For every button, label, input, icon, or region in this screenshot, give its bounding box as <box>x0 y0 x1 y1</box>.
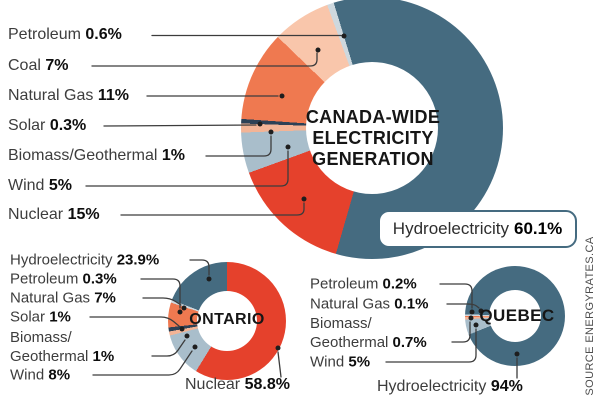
quebec-label-petroleum: Petroleum 0.2% <box>310 275 417 293</box>
ontario-label-biomass: Biomass/Geothermal 1% <box>10 328 115 365</box>
canada-center-title: CANADA-WIDE ELECTRICITY GENERATION <box>305 106 441 169</box>
ontario-label-natural_gas: Natural Gas 7% <box>10 289 116 307</box>
quebec-center-title: QUEBEC <box>479 306 555 325</box>
canada-label-petroleum: Petroleum 0.6% <box>8 26 122 43</box>
canada-label-natural_gas: Natural Gas 11% <box>8 87 129 104</box>
canada-donut-hole <box>306 62 438 194</box>
quebec-donut-hole <box>489 290 541 342</box>
ontario-label-solar: Solar 1% <box>10 308 71 326</box>
canada-label-biomass: Biomass/Geothermal 1% <box>8 147 185 164</box>
callout-label: Hydroelectricity <box>392 219 509 238</box>
quebec-label-wind: Wind 5% <box>310 353 371 371</box>
hydroelectricity-callout: Hydroelectricity 60.1% <box>378 210 577 248</box>
canada-label-solar: Solar 0.3% <box>8 117 87 134</box>
ontario-center-title: ONTARIO <box>189 311 265 328</box>
ontario-label-petroleum: Petroleum 0.3% <box>10 270 117 288</box>
ontario-label-wind: Wind 8% <box>10 366 71 384</box>
quebec-label-hydro: Hydroelectricity 94% <box>377 378 523 395</box>
canada-label-nuclear: Nuclear 15% <box>8 206 100 223</box>
quebec-label-natural_gas: Natural Gas 0.1% <box>310 295 429 313</box>
leader-line-ontario-solar <box>89 316 180 327</box>
ontario-donut-hole <box>197 291 257 351</box>
source-credit: SOURCE ENERGYRATES.CA <box>584 236 596 396</box>
ontario-label-nuclear: Nuclear 58.8% <box>185 376 290 393</box>
leader-line-ontario-nuclear <box>277 351 282 378</box>
canada-label-coal: Coal 7% <box>8 57 69 74</box>
callout-value: 60.1% <box>514 219 563 238</box>
leader-line-canada-solar <box>103 124 257 127</box>
canada-label-wind: Wind 5% <box>8 177 73 194</box>
quebec-label-biomass: Biomass/Geothermal 0.7% <box>310 314 427 351</box>
ontario-label-hydro: Hydroelectricity 23.9% <box>10 251 160 269</box>
